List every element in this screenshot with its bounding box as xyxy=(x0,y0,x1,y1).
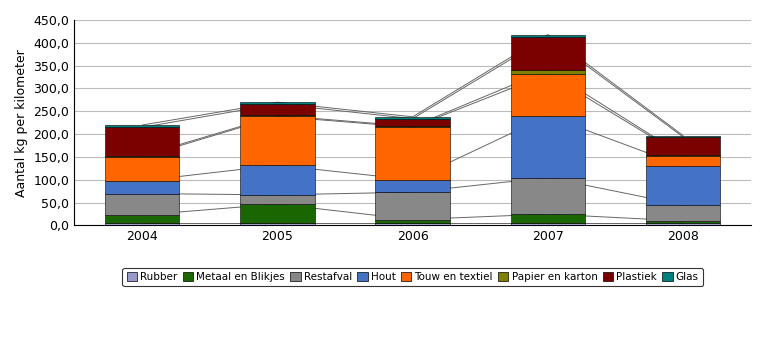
Bar xyxy=(511,178,585,214)
Bar xyxy=(241,204,315,223)
Bar xyxy=(511,116,585,178)
Bar xyxy=(105,215,179,223)
Legend: Rubber, Metaal en Blikjes, Restafval, Hout, Touw en textiel, Papier en karton, P: Rubber, Metaal en Blikjes, Restafval, Ho… xyxy=(123,268,703,286)
Bar xyxy=(511,74,585,116)
Bar xyxy=(646,155,720,156)
Bar xyxy=(241,116,315,165)
Y-axis label: Aantal kg per kilometer: Aantal kg per kilometer xyxy=(15,49,28,197)
Bar xyxy=(511,214,585,223)
Bar xyxy=(646,135,720,137)
Bar xyxy=(646,221,720,223)
Bar xyxy=(241,165,315,195)
Bar xyxy=(105,156,179,157)
Bar xyxy=(511,37,585,70)
Bar xyxy=(511,35,585,37)
Bar xyxy=(241,104,315,116)
Bar xyxy=(646,156,720,166)
Bar xyxy=(375,219,450,223)
Bar xyxy=(375,223,450,226)
Bar xyxy=(375,119,450,126)
Bar xyxy=(105,157,179,181)
Bar xyxy=(375,180,450,192)
Bar xyxy=(241,223,315,226)
Bar xyxy=(511,223,585,226)
Bar xyxy=(241,102,315,104)
Bar xyxy=(105,125,179,127)
Bar xyxy=(375,192,450,219)
Bar xyxy=(646,166,720,205)
Bar xyxy=(105,193,179,215)
Bar xyxy=(646,223,720,226)
Bar xyxy=(105,181,179,193)
Bar xyxy=(375,117,450,119)
Bar xyxy=(375,126,450,127)
Bar xyxy=(646,137,720,155)
Bar xyxy=(105,223,179,226)
Bar xyxy=(511,70,585,74)
Bar xyxy=(646,205,720,221)
Bar xyxy=(105,127,179,156)
Bar xyxy=(375,127,450,180)
Bar xyxy=(241,195,315,204)
